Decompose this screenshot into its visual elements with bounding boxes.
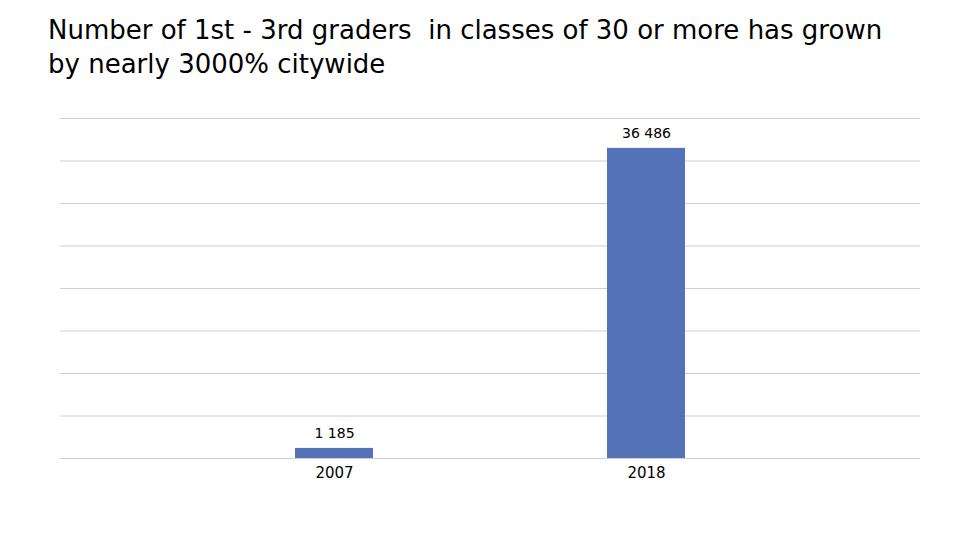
svg-text:1 185: 1 185 — [314, 425, 354, 441]
svg-text:2018: 2018 — [627, 464, 665, 482]
svg-text:36 486: 36 486 — [622, 125, 671, 141]
html-text:Number of 1st - 3rd graders in: Number of 1st - 3rd graders in classes o… — [48, 15, 891, 79]
svg-text:2007: 2007 — [315, 464, 353, 482]
